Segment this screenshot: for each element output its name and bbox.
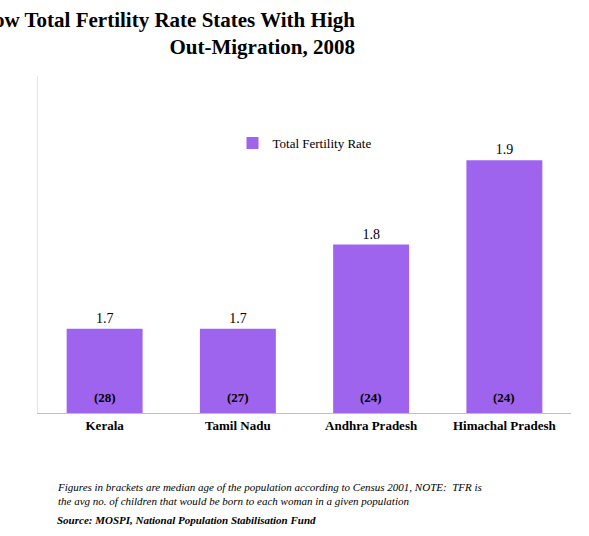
svg-text:Figures in brackets are median: Figures in brackets are median age of th… — [57, 481, 482, 507]
svg-text:1.9: 1.9 — [496, 142, 514, 157]
svg-text:Tamil Nadu: Tamil Nadu — [205, 418, 271, 433]
svg-text:Low Total Fertility Rate State: Low Total Fertility Rate States With Hig… — [0, 8, 355, 59]
svg-text:1.7: 1.7 — [229, 311, 247, 326]
svg-text:Himachal Pradesh: Himachal Pradesh — [453, 418, 557, 433]
svg-text:(24): (24) — [360, 390, 382, 405]
svg-text:(27): (27) — [227, 390, 249, 405]
svg-text:1.8: 1.8 — [362, 227, 380, 242]
svg-text:Total Fertility Rate: Total Fertility Rate — [273, 136, 372, 151]
svg-text:(28): (28) — [94, 390, 116, 405]
svg-text:Kerala: Kerala — [85, 418, 124, 433]
svg-text:Source: MOSPI, National Popula: Source: MOSPI, National Population Stabi… — [57, 514, 316, 526]
svg-text:(24): (24) — [493, 390, 515, 405]
svg-text:Andhra Pradesh: Andhra Pradesh — [325, 418, 418, 433]
svg-text:1.7: 1.7 — [96, 311, 114, 326]
